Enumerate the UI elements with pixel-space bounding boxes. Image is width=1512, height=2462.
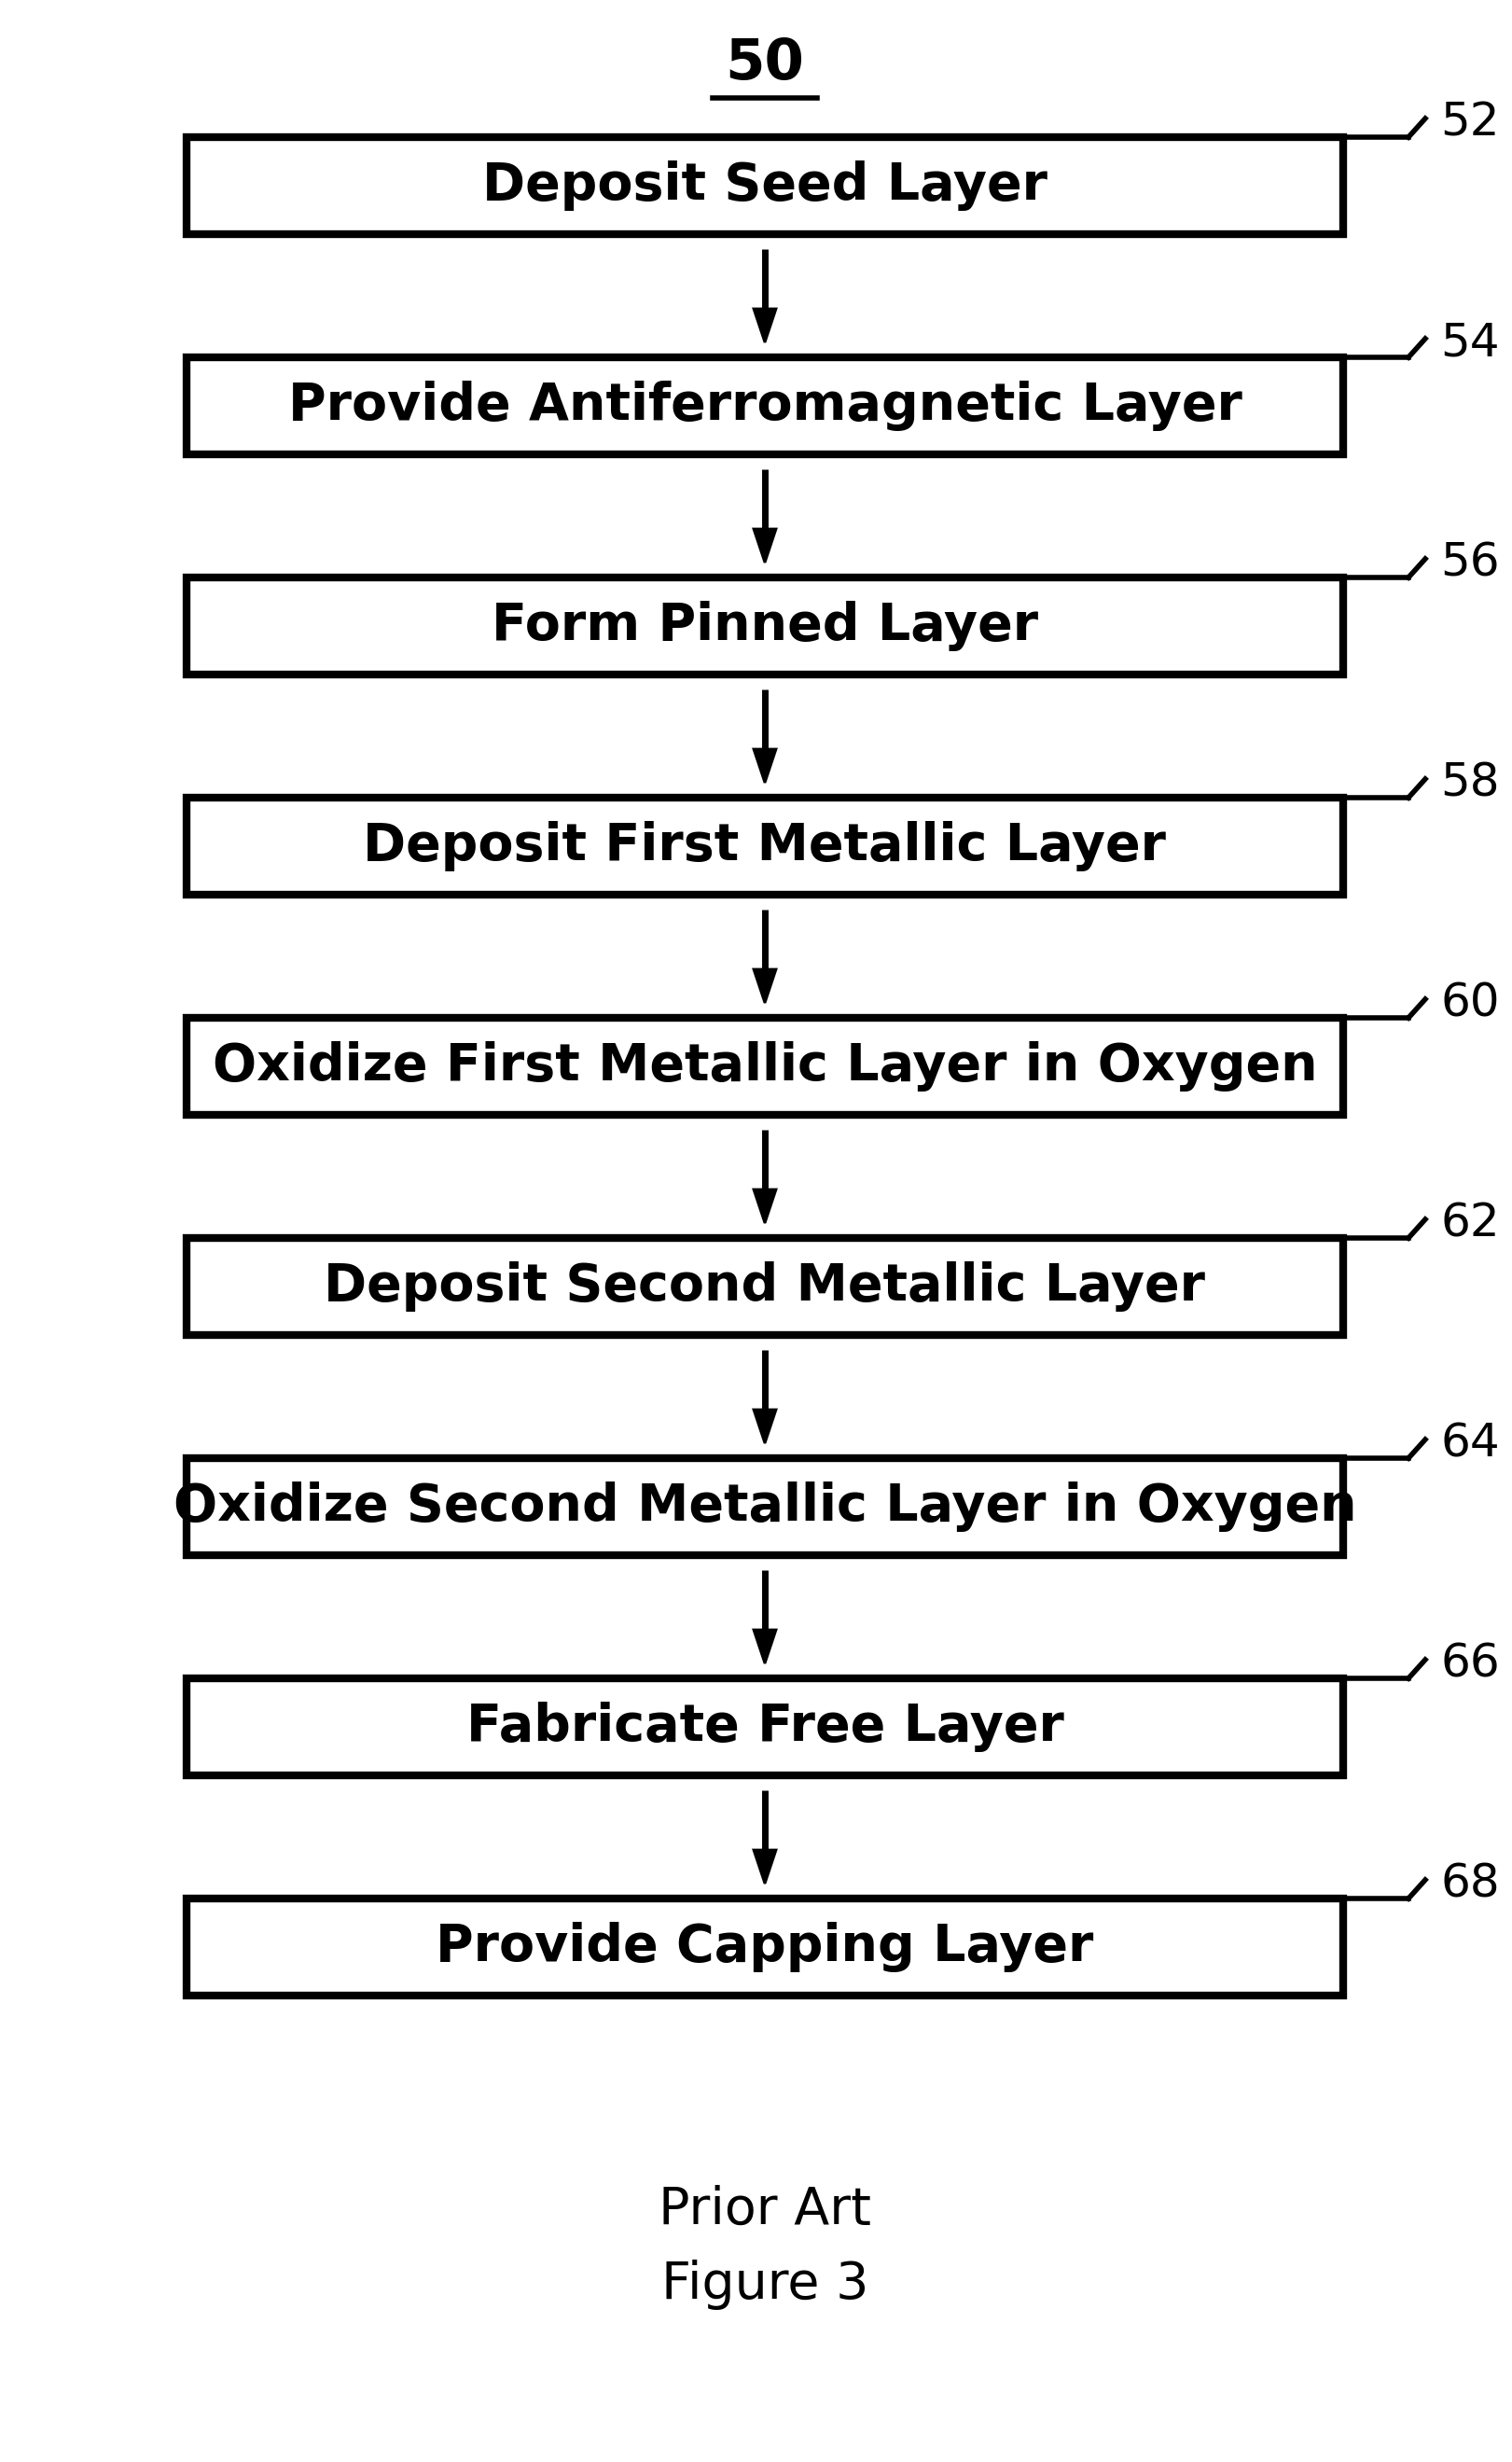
- Polygon shape: [753, 1849, 776, 1883]
- Text: Form Pinned Layer: Form Pinned Layer: [491, 601, 1039, 650]
- Text: Provide Capping Layer: Provide Capping Layer: [435, 1923, 1093, 1972]
- Polygon shape: [753, 970, 776, 1002]
- Text: 50: 50: [726, 37, 804, 91]
- Text: 58: 58: [1439, 761, 1500, 805]
- Text: 52: 52: [1439, 101, 1500, 145]
- Polygon shape: [753, 748, 776, 783]
- Text: 66: 66: [1439, 1642, 1500, 1686]
- Polygon shape: [753, 1630, 776, 1664]
- Polygon shape: [753, 529, 776, 561]
- Polygon shape: [753, 1411, 776, 1443]
- Text: 60: 60: [1439, 980, 1500, 1024]
- Text: Fabricate Free Layer: Fabricate Free Layer: [466, 1701, 1064, 1753]
- Text: Provide Antiferromagnetic Layer: Provide Antiferromagnetic Layer: [287, 382, 1241, 431]
- FancyBboxPatch shape: [186, 138, 1343, 234]
- Text: Oxidize First Metallic Layer in Oxygen: Oxidize First Metallic Layer in Oxygen: [212, 1041, 1317, 1091]
- Text: Deposit Seed Layer: Deposit Seed Layer: [482, 160, 1048, 212]
- Polygon shape: [753, 308, 776, 342]
- Text: 64: 64: [1439, 1421, 1500, 1465]
- FancyBboxPatch shape: [186, 1017, 1343, 1115]
- Text: 68: 68: [1439, 1861, 1500, 1906]
- FancyBboxPatch shape: [186, 1458, 1343, 1556]
- FancyBboxPatch shape: [186, 1679, 1343, 1775]
- Polygon shape: [753, 1189, 776, 1224]
- Text: Deposit Second Metallic Layer: Deposit Second Metallic Layer: [324, 1261, 1205, 1312]
- FancyBboxPatch shape: [186, 579, 1343, 675]
- FancyBboxPatch shape: [186, 1898, 1343, 1997]
- Text: Deposit First Metallic Layer: Deposit First Metallic Layer: [363, 820, 1166, 872]
- Text: 54: 54: [1439, 320, 1500, 364]
- Text: Figure 3: Figure 3: [661, 2260, 868, 2309]
- FancyBboxPatch shape: [186, 798, 1343, 894]
- FancyBboxPatch shape: [186, 357, 1343, 455]
- Text: Prior Art: Prior Art: [659, 2184, 871, 2235]
- Text: 56: 56: [1439, 539, 1500, 586]
- Text: 62: 62: [1439, 1201, 1500, 1246]
- Text: Oxidize Second Metallic Layer in Oxygen: Oxidize Second Metallic Layer in Oxygen: [174, 1482, 1356, 1531]
- FancyBboxPatch shape: [186, 1238, 1343, 1334]
